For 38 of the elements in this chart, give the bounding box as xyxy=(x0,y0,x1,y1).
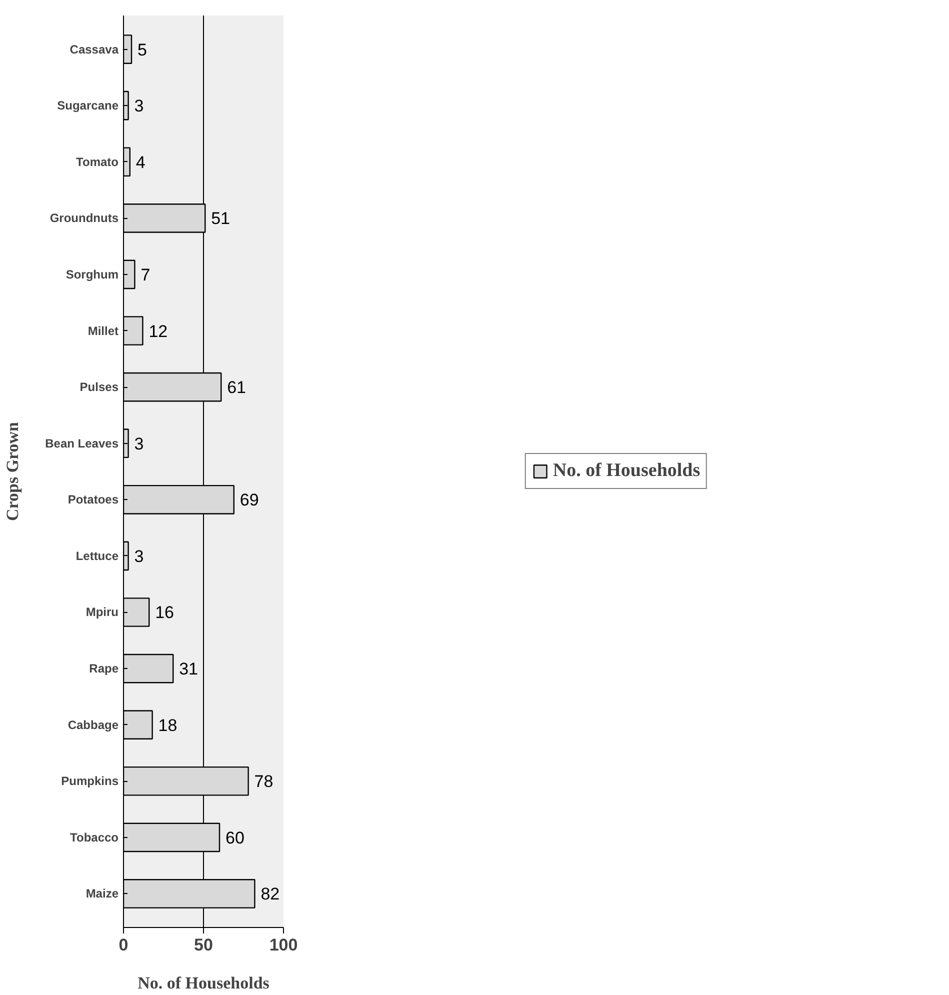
x-tick-label: 100 xyxy=(269,936,298,954)
y-tick-label: Pulses xyxy=(80,380,119,394)
data-label: 4 xyxy=(136,152,146,172)
data-label: 3 xyxy=(134,546,144,566)
y-tick-label: Maize xyxy=(86,886,119,901)
x-axis-title: No. of Households xyxy=(138,974,270,992)
x-tick-label: 0 xyxy=(118,936,128,954)
data-label: 3 xyxy=(134,96,144,116)
y-tick-label: Bean Leaves xyxy=(45,436,119,450)
data-label: 60 xyxy=(226,828,244,848)
y-tick-label: Groundnuts xyxy=(50,211,119,226)
legend-label: No. of Households xyxy=(552,460,700,482)
data-label: 3 xyxy=(134,434,144,454)
data-label: 16 xyxy=(155,603,174,622)
y-tick-label: Tomato xyxy=(76,154,119,169)
data-label: 69 xyxy=(240,490,259,510)
y-axis-title: Crops Grown xyxy=(3,421,22,522)
data-label: 12 xyxy=(148,322,168,341)
data-label: 78 xyxy=(254,772,274,792)
y-tick-label: Potatoes xyxy=(68,492,119,507)
y-tick-label: Sugarcane xyxy=(57,98,119,113)
y-tick-label: Lettuce xyxy=(76,548,119,563)
data-label: 5 xyxy=(138,40,147,60)
data-label: 31 xyxy=(179,660,198,679)
y-tick-label: Cabbage xyxy=(68,718,119,732)
x-tick-label: 50 xyxy=(194,936,213,954)
y-tick-label: Cassava xyxy=(70,42,119,56)
y-tick-label: Sorghum xyxy=(66,267,119,282)
y-tick-label: Tobacco xyxy=(70,830,118,844)
y-tick-label: Mpiru xyxy=(86,605,119,620)
data-label: 51 xyxy=(211,209,230,228)
y-tick-label: Pumpkins xyxy=(61,774,119,788)
data-label: 61 xyxy=(227,378,246,398)
y-tick-label: Rape xyxy=(89,662,119,676)
y-tick-label: Millet xyxy=(88,324,119,338)
data-label: 7 xyxy=(140,265,150,284)
data-label: 18 xyxy=(158,716,178,735)
data-label: 82 xyxy=(260,884,280,904)
